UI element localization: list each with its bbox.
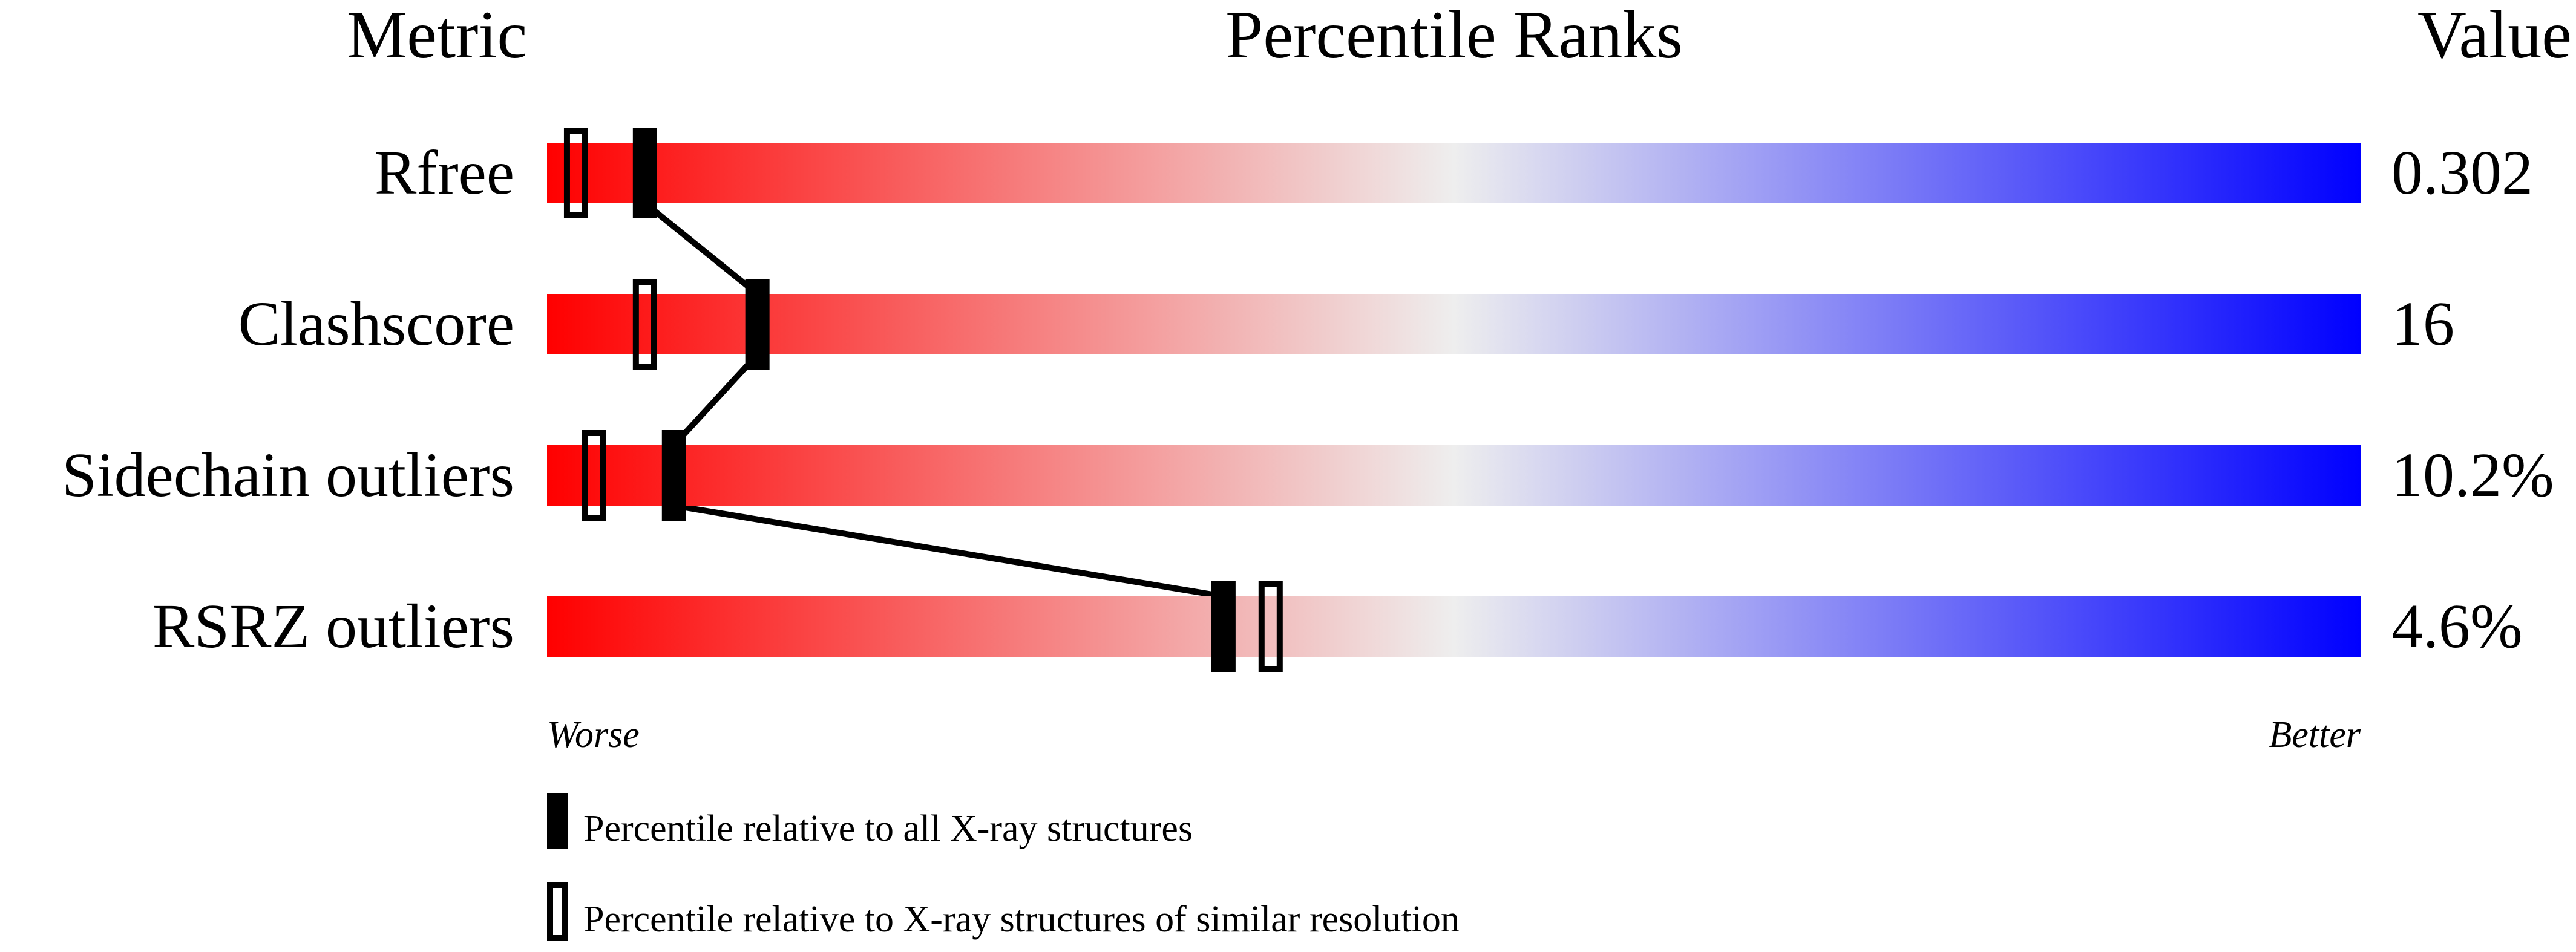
percentile-gradient-bar [547, 294, 2361, 354]
connector-lines [643, 201, 1224, 599]
metric-row: RSRZ outliers 4.6% [152, 581, 2523, 672]
metric-value: 0.302 [2391, 138, 2533, 207]
connector-line [643, 201, 759, 296]
metric-row: Rfree 0.302 [375, 128, 2533, 218]
metric-label: Sidechain outliers [62, 440, 514, 510]
marker-similar-resolution [563, 128, 588, 218]
metric-value: 10.2% [2391, 440, 2554, 510]
percentile-gradient-bar [547, 596, 2361, 657]
marker-similar-resolution [582, 430, 606, 521]
metric-value: 16 [2391, 289, 2454, 359]
metric-value: 4.6% [2391, 592, 2523, 661]
percentile-gradient-bar [547, 143, 2361, 203]
rows: Rfree 0.302 Clashscore 16 Sidechain outliers… [62, 128, 2554, 672]
legend-label-all: Percentile relative to all X-ray structu… [583, 808, 1193, 849]
axis-label-worse: Worse [547, 714, 640, 755]
marker-all-structures [745, 279, 770, 370]
metric-row: Sidechain outliers 10.2% [62, 430, 2554, 521]
connector-line [673, 503, 1224, 599]
connector-line [672, 352, 760, 448]
axis-label-better: Better [2269, 714, 2361, 755]
legend-label-similar: Percentile relative to X-ray structures … [583, 899, 1460, 940]
marker-similar-resolution [632, 279, 657, 370]
header-percentile-ranks: Percentile Ranks [1225, 0, 1683, 73]
header-value: Value [2417, 0, 2572, 73]
header-metric: Metric [347, 0, 528, 73]
metric-label: RSRZ outliers [152, 592, 514, 661]
marker-all-structures [632, 128, 657, 218]
percentile-gradient-bar [547, 445, 2361, 506]
marker-similar-resolution [1258, 581, 1283, 672]
legend: Percentile relative to all X-ray structu… [547, 793, 1460, 941]
marker-all-structures [1211, 581, 1236, 672]
legend-hollow-marker [547, 882, 568, 941]
metric-label: Clashscore [238, 289, 514, 359]
marker-all-structures [661, 430, 686, 521]
legend-filled-marker [547, 793, 568, 849]
metric-row: Clashscore 16 [238, 279, 2454, 370]
metric-label: Rfree [375, 138, 514, 207]
